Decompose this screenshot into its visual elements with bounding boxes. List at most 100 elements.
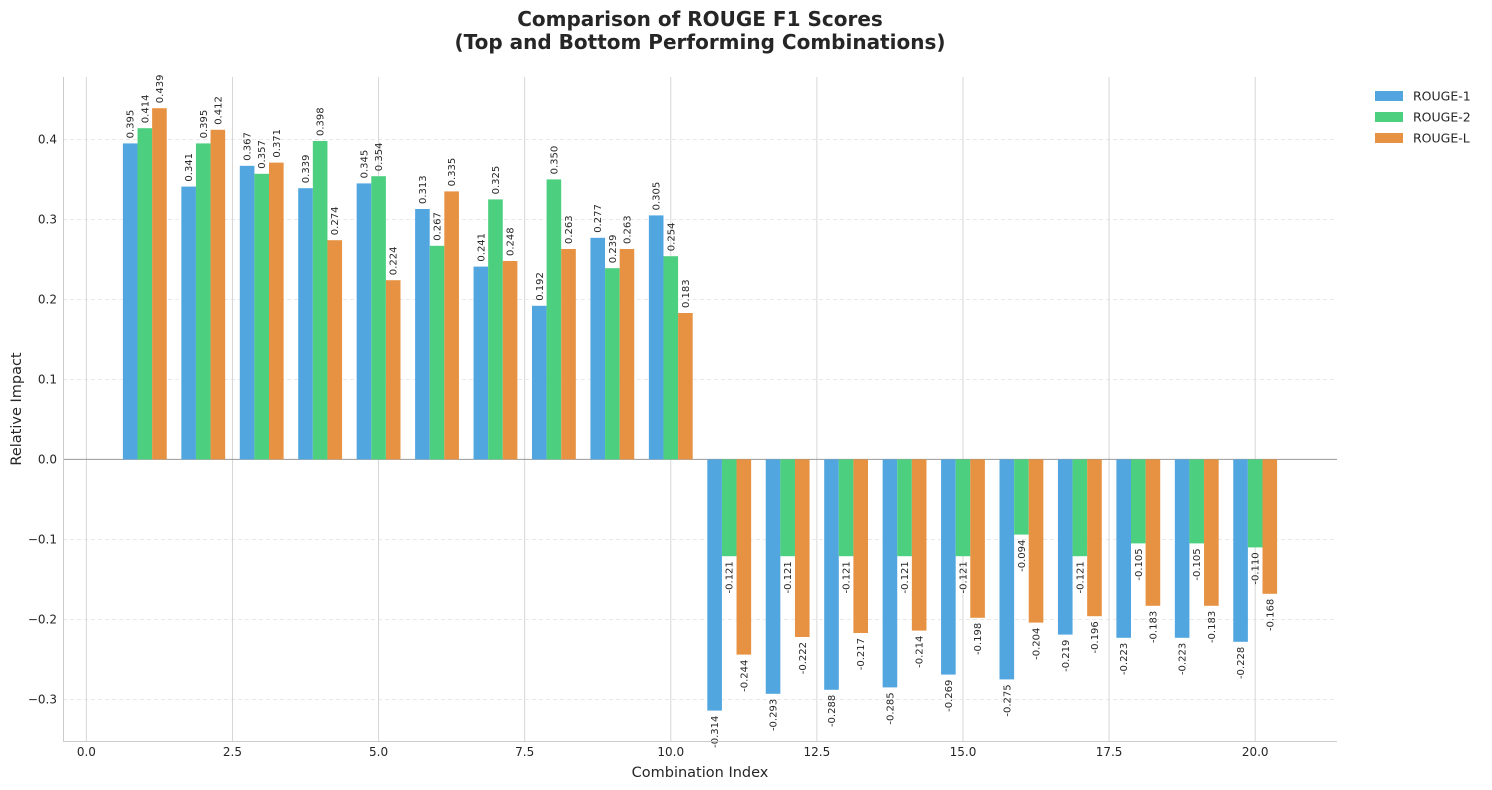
- bar-rouge-1-10: [648, 215, 664, 460]
- data-label-rouge-2-18: -0.105: [1134, 548, 1145, 580]
- data-label-rouge-l-2: 0.412: [213, 96, 224, 125]
- bar-rouge-1-9: [590, 237, 606, 460]
- data-label-rouge-l-6: 0.335: [447, 158, 458, 187]
- data-label-rouge-l-13: -0.217: [856, 638, 867, 670]
- data-label-rouge-1-20: -0.228: [1236, 647, 1247, 679]
- data-label-rouge-2-7: 0.325: [491, 166, 502, 195]
- data-label-rouge-l-16: -0.204: [1032, 628, 1043, 660]
- bar-rouge-2-9: [605, 268, 620, 460]
- data-label-rouge-1-7: 0.241: [476, 233, 487, 262]
- bar-rouge-l-19: [1204, 459, 1219, 606]
- bar-rouge-1-7: [473, 266, 489, 460]
- data-label-rouge-l-18: -0.183: [1148, 611, 1159, 643]
- bar-rouge-l-12: [794, 459, 810, 637]
- bar-rouge-l-2: [210, 129, 226, 460]
- y-tick-label: 0.0: [38, 452, 57, 466]
- legend: ROUGE-1 ROUGE-2 ROUGE-L: [1375, 89, 1471, 146]
- y-tick-label: −0.3: [28, 692, 57, 706]
- bar-rouge-1-13: [824, 459, 839, 690]
- bar-rouge-l-7: [502, 261, 518, 460]
- bar-rouge-l-13: [853, 459, 869, 633]
- bar-rouge-1-1: [122, 143, 138, 460]
- bar-rouge-1-14: [882, 459, 898, 688]
- bar-rouge-2-5: [371, 176, 386, 460]
- y-tick-label: 0.1: [38, 372, 57, 386]
- bar-rouge-2-12: [780, 459, 795, 557]
- data-label-rouge-1-15: -0.269: [944, 680, 955, 712]
- bars: [122, 108, 1278, 711]
- bar-rouge-2-10: [663, 256, 679, 460]
- legend-swatch-rouge-1: [1375, 91, 1403, 101]
- data-label-rouge-l-10: 0.183: [681, 279, 692, 308]
- bar-rouge-l-15: [970, 459, 985, 618]
- bar-rouge-2-2: [195, 143, 211, 460]
- data-label-rouge-2-10: 0.254: [666, 223, 677, 252]
- bar-rouge-1-11: [707, 459, 722, 711]
- y-tick-label: −0.2: [28, 612, 57, 626]
- bar-rouge-l-17: [1087, 459, 1102, 617]
- data-label-rouge-l-20: -0.168: [1265, 599, 1276, 631]
- data-labels: 0.395 0.341 0.367 0.339 0.345 0.313 0.241 0.192…: [126, 75, 1277, 748]
- legend-label-rouge-1: ROUGE-1: [1413, 89, 1471, 104]
- data-label-rouge-1-13: -0.288: [827, 695, 838, 727]
- data-label-rouge-2-2: 0.395: [199, 110, 210, 139]
- data-label-rouge-1-6: 0.313: [418, 175, 429, 204]
- x-tick-label: 5.0: [369, 745, 388, 759]
- data-label-rouge-1-14: -0.285: [885, 692, 896, 724]
- data-label-rouge-1-9: 0.277: [593, 204, 604, 233]
- data-label-rouge-2-13: -0.121: [842, 561, 853, 593]
- bar-rouge-1-12: [765, 459, 781, 694]
- x-tick-label: 2.5: [223, 745, 242, 759]
- data-label-rouge-1-4: 0.339: [301, 155, 312, 184]
- data-label-rouge-2-20: -0.110: [1251, 552, 1262, 584]
- x-tick-label: 7.5: [515, 745, 534, 759]
- bar-rouge-2-1: [137, 128, 153, 460]
- bar-rouge-l-10: [678, 313, 693, 460]
- data-label-rouge-1-19: -0.223: [1178, 643, 1189, 675]
- x-ticks: 0.0 2.5 5.0 7.5 10.0 12.5 15.0 17.5 20.0: [77, 745, 1269, 759]
- bar-rouge-2-11: [721, 459, 737, 557]
- data-label-rouge-l-19: -0.183: [1207, 611, 1218, 643]
- data-label-rouge-2-5: 0.354: [374, 143, 385, 172]
- data-label-rouge-l-12: -0.222: [798, 642, 809, 674]
- legend-swatch-rouge-2: [1375, 112, 1403, 122]
- bar-rouge-l-11: [736, 459, 752, 655]
- x-tick-label: 20.0: [1242, 745, 1269, 759]
- data-label-rouge-l-5: 0.224: [389, 247, 400, 276]
- bar-rouge-1-15: [941, 459, 956, 675]
- data-label-rouge-l-8: 0.263: [564, 215, 575, 244]
- y-tick-label: 0.2: [38, 292, 57, 306]
- bar-rouge-l-1: [152, 108, 167, 460]
- bar-rouge-1-6: [415, 209, 430, 460]
- legend-label-rouge-2: ROUGE-2: [1413, 110, 1471, 125]
- data-label-rouge-2-11: -0.121: [725, 561, 736, 593]
- bar-rouge-1-16: [999, 459, 1015, 680]
- bar-rouge-1-2: [181, 186, 196, 460]
- bar-rouge-l-14: [911, 459, 927, 631]
- data-label-rouge-2-17: -0.121: [1075, 561, 1086, 593]
- bar-rouge-2-17: [1072, 459, 1088, 557]
- bar-rouge-1-17: [1057, 459, 1073, 635]
- bar-rouge-1-19: [1174, 459, 1190, 638]
- data-label-rouge-l-14: -0.214: [915, 636, 926, 668]
- data-label-rouge-2-3: 0.357: [257, 140, 268, 169]
- bar-rouge-l-20: [1262, 459, 1278, 594]
- data-label-rouge-1-17: -0.219: [1061, 640, 1072, 672]
- bar-rouge-2-15: [955, 459, 971, 557]
- y-tick-label: 0.4: [38, 132, 57, 146]
- data-label-rouge-1-16: -0.275: [1002, 684, 1013, 716]
- bar-rouge-1-5: [356, 183, 372, 460]
- x-tick-label: 17.5: [1096, 745, 1123, 759]
- data-label-rouge-2-12: -0.121: [783, 561, 794, 593]
- chart-title-line2: (Top and Bottom Performing Combinations): [454, 30, 945, 54]
- bar-rouge-2-18: [1130, 459, 1146, 544]
- data-label-rouge-1-12: -0.293: [769, 699, 780, 731]
- data-label-rouge-2-9: 0.239: [608, 235, 619, 264]
- bar-rouge-2-6: [429, 245, 445, 460]
- data-label-rouge-2-8: 0.350: [549, 146, 560, 175]
- bar-rouge-1-3: [239, 165, 255, 460]
- bar-rouge-l-6: [444, 191, 459, 460]
- bar-rouge-l-3: [269, 162, 284, 460]
- data-label-rouge-l-9: 0.263: [622, 215, 633, 244]
- data-label-rouge-1-18: -0.223: [1119, 643, 1130, 675]
